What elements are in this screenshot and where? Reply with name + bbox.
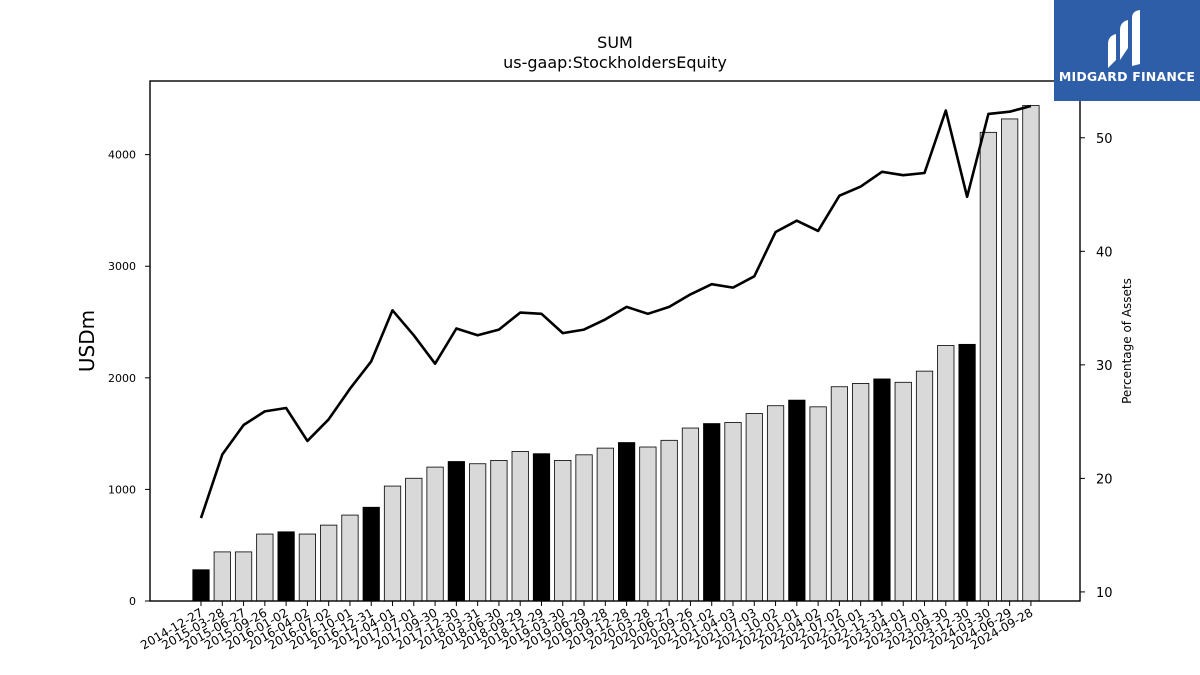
bar (852, 383, 870, 602)
bar (766, 405, 785, 602)
bar (256, 533, 274, 602)
y-tick-label: 3000 (108, 260, 136, 273)
chart-title: SUM (597, 33, 633, 52)
bar (639, 446, 657, 602)
bar (341, 514, 359, 602)
bar (894, 381, 912, 602)
y2-tick-label: 50 (1096, 132, 1113, 147)
chart-subtitle: us-gaap:StockholdersEquity (503, 53, 727, 72)
bar (596, 447, 614, 602)
bar (660, 439, 678, 602)
bar (1001, 118, 1019, 602)
bar (511, 451, 529, 602)
bar (277, 531, 295, 602)
bar (745, 413, 763, 602)
brand-logo: MIDGARD FINANCE (1054, 0, 1200, 101)
brand-name: MIDGARD FINANCE (1058, 69, 1196, 84)
midgard-logo-icon (1108, 10, 1140, 68)
bar (724, 422, 742, 602)
bar (447, 461, 465, 602)
bar (681, 427, 700, 602)
y-axis-label: USDm (75, 310, 99, 372)
bar (979, 131, 997, 602)
line-path (199, 104, 1032, 519)
y2-tick-label: 30 (1096, 359, 1113, 374)
bar (532, 453, 551, 602)
bar (213, 551, 231, 602)
bar (937, 345, 955, 602)
bar (362, 506, 380, 602)
bar (575, 454, 593, 602)
bar-series (192, 105, 1040, 602)
bar (809, 406, 827, 602)
bar (703, 423, 721, 602)
bar (1022, 105, 1040, 602)
line-series (199, 104, 1032, 519)
y-tick-label: 2000 (108, 372, 136, 385)
bar (915, 370, 934, 602)
bar (788, 399, 806, 602)
bar (490, 459, 508, 602)
bar (234, 551, 253, 602)
bar (873, 378, 891, 602)
y-tick-label: 0 (129, 595, 136, 608)
bar (426, 466, 444, 602)
y-tick-label: 1000 (108, 483, 136, 496)
bar (383, 485, 402, 602)
bar (320, 524, 338, 602)
plot-frame (149, 80, 1081, 602)
bar (618, 442, 636, 602)
bar (958, 343, 976, 602)
y2-tick-label: 10 (1096, 586, 1113, 601)
bar (469, 463, 487, 602)
bar (192, 569, 210, 602)
y-tick-label: 4000 (108, 149, 136, 162)
bar (298, 533, 317, 602)
bar (405, 477, 423, 602)
bar (554, 459, 572, 602)
y2-axis-label: Percentage of Assets (1120, 278, 1134, 404)
y2-tick-label: 20 (1096, 472, 1113, 487)
bar (830, 386, 849, 602)
y2-tick-label: 40 (1096, 245, 1113, 260)
